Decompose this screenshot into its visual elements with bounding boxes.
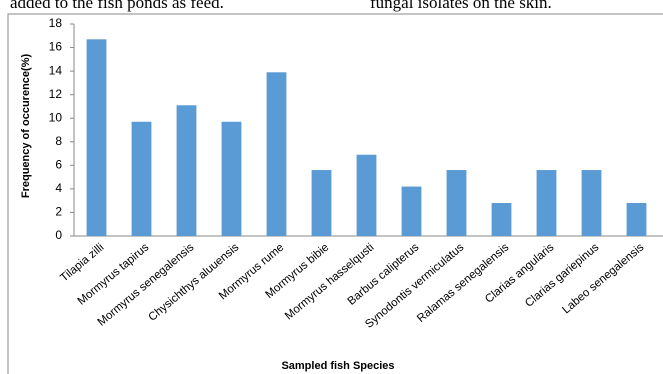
bar [176,105,197,237]
y-tick-label: 8 [55,134,62,148]
y-axis-title: Frequency of occurence(%) [20,54,32,199]
bar [446,170,467,236]
bar [536,170,557,236]
y-tick-label: 2 [55,205,62,219]
y-tick-label: 16 [49,40,63,54]
x-tick-label: Mormyrus hasselqusti [283,241,376,322]
x-tick-label: Chysichthys aluuensis [147,241,242,323]
y-tick-label: 14 [49,63,63,77]
bar [131,121,152,236]
y-tick-label: 0 [55,228,62,242]
x-tick-label: Labeo senegalensis [560,241,646,316]
y-tick-label: 6 [55,158,62,172]
x-tick-label: Ralamas senegalensis [415,241,512,325]
y-tick-label: 12 [49,87,63,101]
bar [221,121,242,236]
chart-border [7,13,663,374]
y-tick-label: 4 [55,181,62,195]
bar [266,72,287,237]
bar [491,203,512,236]
page-text: added to the fish ponds as feed. [10,0,224,12]
y-tick-label: 10 [49,110,63,124]
bar [626,203,647,236]
x-axis-title: Sampled fish Species [281,360,394,372]
bar [356,154,377,236]
y-tick-label: 18 [49,16,63,30]
page-text: fungal isolates on the skin. [370,0,552,12]
bar [401,186,422,236]
bar [581,170,602,236]
bar [86,39,107,236]
bar [311,170,332,236]
x-tick-label: Clarias gariepinus [523,241,601,310]
